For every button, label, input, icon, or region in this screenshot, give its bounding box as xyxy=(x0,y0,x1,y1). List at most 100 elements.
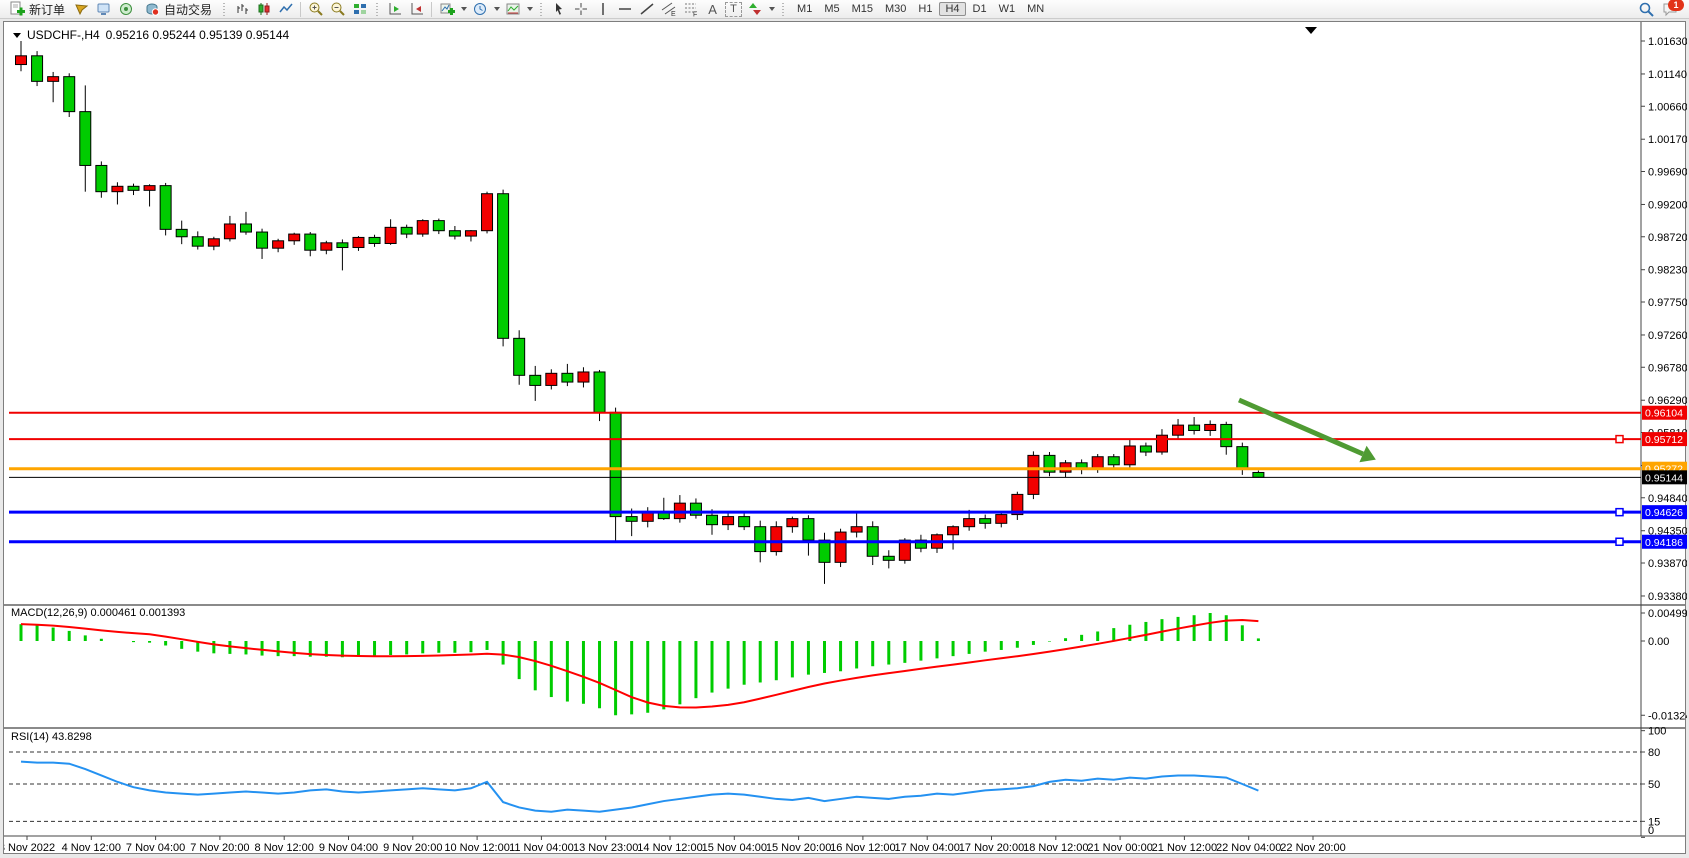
candle-body xyxy=(1107,456,1120,466)
candle-body xyxy=(1043,454,1056,473)
candle-body xyxy=(368,236,381,244)
candle-body xyxy=(1188,424,1201,431)
price-line-label-box xyxy=(1642,470,1687,485)
trend-arrow[interactable] xyxy=(1238,397,1364,457)
hline-handle[interactable] xyxy=(1615,507,1624,517)
candle-body xyxy=(207,238,220,247)
candle-body xyxy=(336,242,349,249)
text-tool-icon[interactable]: A xyxy=(703,1,722,18)
candle-body xyxy=(352,236,365,249)
candle-body xyxy=(898,539,911,561)
periods-caret-icon[interactable] xyxy=(494,7,501,11)
vertical-line-tool-icon[interactable] xyxy=(593,1,612,18)
zoom-out-icon[interactable] xyxy=(328,1,347,18)
profile-monitor-icon[interactable] xyxy=(94,1,113,18)
candle-body xyxy=(143,185,156,191)
shift-marker-icon[interactable] xyxy=(1305,27,1317,34)
candle-body xyxy=(625,516,638,522)
candle-body xyxy=(1011,493,1024,516)
chart-window[interactable]: 1.01630 1.01140 1.00660 1.00170 0.99690 0.992… xyxy=(3,21,1687,855)
bar-chart-icon[interactable] xyxy=(232,1,251,18)
new-order-button[interactable]: 新订单 xyxy=(3,1,69,18)
candlestick-chart-icon[interactable] xyxy=(254,1,273,18)
template-caret-icon[interactable] xyxy=(527,7,534,11)
strategy-test-forward-icon[interactable] xyxy=(385,1,404,18)
time-axis-label: 18 Nov 12:00 xyxy=(1023,842,1088,854)
time-axis-label: 7 Nov 04:00 xyxy=(126,842,185,854)
price-tick-label: 1.01140 xyxy=(1648,69,1687,81)
cursor-icon[interactable] xyxy=(549,1,568,18)
macd-tick-label: -0.013248 xyxy=(1648,710,1687,722)
rsi-level-label: 80 xyxy=(1648,747,1660,759)
toolbar-gripper xyxy=(221,2,228,16)
hline-handle[interactable] xyxy=(1615,537,1624,547)
candle-body xyxy=(304,233,317,251)
price-line-label: 0.95712 xyxy=(1645,434,1683,446)
price-line-label-box xyxy=(1642,534,1687,549)
timeframe-button-m15[interactable]: M15 xyxy=(851,3,873,15)
strategy-test-back-icon[interactable] xyxy=(407,1,426,18)
tile-windows-icon[interactable] xyxy=(350,1,369,18)
candle-body xyxy=(384,226,397,244)
auto-trading-label: 自动交易 xyxy=(164,2,213,17)
candle-body xyxy=(1204,423,1217,431)
toolbar-separator xyxy=(300,1,302,17)
time-axis-label: 21 Nov 00:00 xyxy=(1087,842,1152,854)
timeframe-button-w1[interactable]: W1 xyxy=(998,3,1016,15)
add-indicator-caret-icon[interactable] xyxy=(461,7,468,11)
price-line-label-box xyxy=(1642,432,1687,447)
price-tick-label: 0.94840 xyxy=(1648,493,1687,505)
arrows-caret-icon[interactable] xyxy=(769,7,776,11)
candle-body xyxy=(1155,434,1168,453)
candle-body xyxy=(1091,456,1104,470)
equidistant-channel-tool-icon[interactable]: E xyxy=(659,1,678,18)
fibonacci-tool-icon[interactable]: F xyxy=(681,1,700,18)
notifications-chat-icon[interactable]: 1 xyxy=(1662,0,1684,17)
signal-icon[interactable] xyxy=(116,1,135,18)
candle-body xyxy=(754,526,767,553)
candle-body xyxy=(979,518,992,524)
timeframe-button-d1[interactable]: D1 xyxy=(972,3,987,15)
search-icon[interactable] xyxy=(1637,1,1656,18)
line-chart-icon[interactable] xyxy=(276,1,295,18)
notification-badge: 1 xyxy=(1668,0,1684,11)
timeframe-button-h4[interactable]: H4 xyxy=(939,2,966,16)
periods-clock-icon[interactable] xyxy=(470,1,489,18)
add-indicator-icon[interactable] xyxy=(437,1,456,18)
timeframe-button-m5[interactable]: M5 xyxy=(824,3,840,15)
candle-body xyxy=(834,531,847,563)
zoom-in-icon[interactable] xyxy=(306,1,325,18)
template-icon[interactable] xyxy=(503,1,522,18)
hline-handle[interactable] xyxy=(1615,434,1624,444)
candle-body xyxy=(239,223,252,233)
arrows-tool-icon[interactable] xyxy=(745,1,764,18)
time-axis-label: 3 Nov 2022 xyxy=(4,842,55,854)
price-line-label: 0.95144 xyxy=(1645,472,1683,484)
timeframe-button-mn[interactable]: MN xyxy=(1027,3,1045,15)
candle-body xyxy=(882,555,895,561)
crosshair-icon[interactable] xyxy=(571,1,590,18)
funnel-icon[interactable] xyxy=(72,1,91,18)
candle-body xyxy=(223,223,236,240)
rsi-line xyxy=(20,760,1259,813)
toolbar-gripper xyxy=(538,2,545,16)
time-axis-label: 7 Nov 20:00 xyxy=(190,842,249,854)
trendline-tool-icon[interactable] xyxy=(637,1,656,18)
toolbar: 新订单 自动交易 xyxy=(0,0,1689,19)
timeframe-button-h1[interactable]: H1 xyxy=(918,3,933,15)
auto-trading-button[interactable]: 自动交易 xyxy=(138,1,216,18)
text-label-tool-icon[interactable]: T xyxy=(725,1,743,17)
timeframe-button-m30[interactable]: M30 xyxy=(885,3,907,15)
candle-body xyxy=(545,372,558,386)
candle-body xyxy=(448,230,461,237)
timeframe-button-m1[interactable]: M1 xyxy=(797,3,813,15)
candle-body xyxy=(175,228,188,238)
macd-signal-line xyxy=(20,618,1259,709)
chart-canvas[interactable]: 1.01630 1.01140 1.00660 1.00170 0.99690 0.992… xyxy=(4,22,1687,855)
candle-body xyxy=(1252,471,1265,478)
macd-tick-label: 0.004996 xyxy=(1648,608,1687,620)
candle-body xyxy=(1172,424,1185,436)
horizontal-line-tool-icon[interactable] xyxy=(615,1,634,18)
time-axis-label: 9 Nov 20:00 xyxy=(383,842,442,854)
candle-body xyxy=(1220,423,1233,448)
